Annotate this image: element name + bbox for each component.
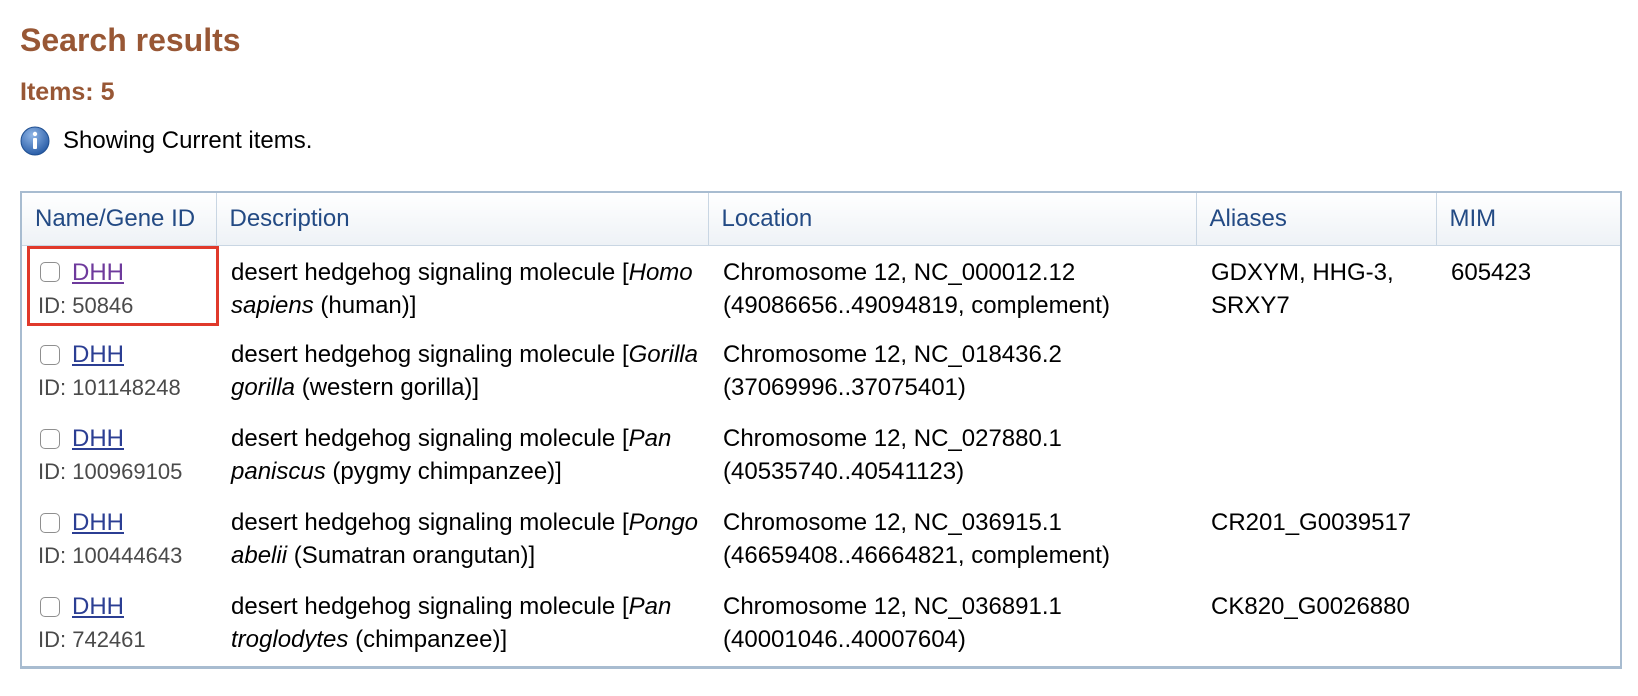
location-chromosome: Chromosome 12, NC_027880.1: [723, 425, 1062, 452]
location-range: (40535740..40541123): [723, 458, 965, 485]
table-row: DHH ID: 50846 desert hedgehog signaling …: [22, 245, 1620, 329]
gene-id: ID: 100444643: [38, 543, 183, 568]
location-chromosome: Chromosome 12, NC_036915.1: [723, 509, 1062, 536]
column-header-description[interactable]: Description: [216, 193, 709, 246]
common-name: (chimpanzee)]: [348, 626, 508, 653]
description-cell: desert hedgehog signaling molecule [Pan …: [216, 413, 708, 497]
gene-id: ID: 100969105: [38, 459, 183, 484]
name-cell: DHH ID: 742461: [22, 581, 216, 665]
description-text: desert hedgehog signaling molecule [: [231, 425, 629, 452]
location-cell: Chromosome 12, NC_027880.1 (40535740..40…: [708, 413, 1196, 497]
gene-link[interactable]: DHH: [72, 258, 124, 286]
species-name: Pan troglodytes: [231, 593, 672, 653]
description-cell: desert hedgehog signaling molecule [Pong…: [216, 497, 708, 581]
table-header-row: Name/Gene ID Description Location Aliase…: [22, 193, 1620, 246]
page-title: Search results: [20, 22, 241, 58]
location-cell: Chromosome 12, NC_000012.12 (49086656..4…: [708, 245, 1196, 329]
row-checkbox[interactable]: [40, 428, 60, 449]
location-range: (46659408..46664821, complement): [723, 542, 1110, 569]
common-name: (human)]: [313, 291, 417, 319]
common-name: (western gorilla)]: [295, 374, 480, 401]
name-cell: DHH ID: 50846: [22, 245, 219, 329]
info-text: Showing Current items.: [63, 127, 313, 154]
name-cell: DHH ID: 100969105: [22, 413, 216, 497]
location-chromosome: Chromosome 12, NC_036891.1: [723, 593, 1062, 620]
aliases-cell: [1196, 329, 1436, 413]
table-row: DHH ID: 101148248 desert hedgehog signal…: [22, 329, 1620, 413]
mim-cell: [1436, 497, 1620, 581]
common-name: (pygmy chimpanzee)]: [325, 458, 562, 485]
table-row: DHH ID: 100444643 desert hedgehog signal…: [22, 497, 1620, 581]
aliases-cell: [1196, 413, 1436, 497]
location-range: (49086656..49094819, complement): [723, 291, 1110, 319]
description-cell: desert hedgehog signaling molecule [Gori…: [216, 329, 708, 413]
results-table: Name/Gene ID Description Location Aliase…: [20, 191, 1622, 669]
row-checkbox[interactable]: [40, 596, 60, 617]
species-name: Pongo abelii: [231, 509, 699, 569]
description-cell: desert hedgehog signaling molecule [Homo…: [216, 245, 708, 329]
species-name: Pan paniscus: [231, 425, 672, 485]
table-row: DHH ID: 742461 desert hedgehog signaling…: [22, 581, 1620, 665]
location-range: (37069996..37075401): [723, 374, 966, 401]
gene-link[interactable]: DHH: [72, 509, 124, 536]
location-cell: Chromosome 12, NC_036915.1 (46659408..46…: [708, 497, 1196, 581]
column-header-location[interactable]: Location: [708, 193, 1197, 246]
mim-cell: [1436, 581, 1620, 665]
common-name: (Sumatran orangutan)]: [287, 542, 536, 569]
name-cell: DHH ID: 100444643: [22, 497, 216, 581]
description-text: desert hedgehog signaling molecule [: [231, 509, 629, 536]
info-message: Showing Current items.: [20, 124, 312, 158]
row-checkbox[interactable]: [40, 512, 60, 533]
info-icon: [20, 126, 50, 156]
gene-id: ID: 101148248: [38, 375, 181, 400]
gene-link[interactable]: DHH: [72, 425, 124, 452]
gene-id: ID: 50846: [38, 292, 134, 318]
mim-cell: [1436, 413, 1620, 497]
location-cell: Chromosome 12, NC_018436.2 (37069996..37…: [708, 329, 1196, 413]
aliases-cell: CK820_G0026880: [1211, 593, 1410, 620]
row-checkbox[interactable]: [40, 344, 60, 365]
description-cell: desert hedgehog signaling molecule [Pan …: [216, 581, 708, 665]
row-checkbox[interactable]: [40, 262, 60, 282]
location-range: (40001046..40007604): [723, 626, 966, 653]
species-name: Homo sapiens: [231, 258, 693, 319]
aliases-cell: GDXYM, HHG-3, SRXY7: [1211, 258, 1394, 319]
location-chromosome: Chromosome 12, NC_018436.2: [723, 341, 1062, 368]
gene-link[interactable]: DHH: [72, 341, 124, 368]
column-header-mim[interactable]: MIM: [1436, 193, 1620, 246]
location-cell: Chromosome 12, NC_036891.1 (40001046..40…: [708, 581, 1196, 665]
column-header-aliases[interactable]: Aliases: [1196, 193, 1437, 246]
mim-cell: [1436, 329, 1620, 413]
species-name: Gorilla gorilla: [231, 341, 698, 401]
table-row: DHH ID: 100969105 desert hedgehog signal…: [22, 413, 1620, 497]
aliases-cell: CR201_G0039517: [1211, 509, 1412, 536]
mim-cell: 605423: [1451, 258, 1532, 286]
description-text: desert hedgehog signaling molecule [: [231, 593, 629, 620]
items-count: Items: 5: [20, 78, 115, 106]
location-chromosome: Chromosome 12, NC_000012.12: [723, 258, 1076, 286]
description-text: desert hedgehog signaling molecule [: [231, 258, 629, 286]
column-header-name[interactable]: Name/Gene ID: [22, 193, 217, 246]
name-cell: DHH ID: 101148248: [22, 329, 216, 413]
description-text: desert hedgehog signaling molecule [: [231, 341, 629, 368]
gene-id: ID: 742461: [38, 627, 146, 652]
gene-link[interactable]: DHH: [72, 593, 124, 620]
